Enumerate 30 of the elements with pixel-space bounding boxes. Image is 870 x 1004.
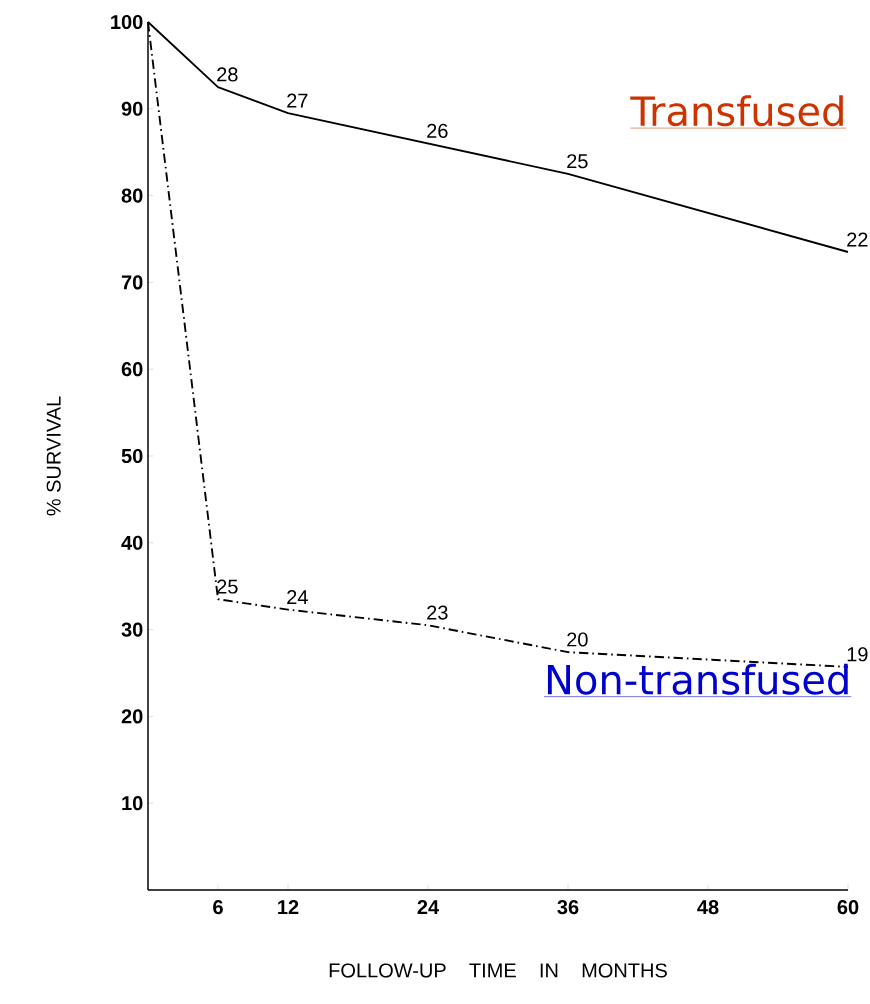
y-tick-label: 50 [121,448,143,464]
annotation: 24 [287,590,308,605]
x-tick-label: 60 [837,900,859,915]
y-tick-label: 70 [122,275,143,290]
annotation: 27 [287,93,308,108]
y-tick-label: 80 [121,188,143,203]
annotation: 23 [427,605,448,620]
x-axis-title: FOLLOW-UP TIME IN MONTHS [329,963,667,978]
annotation: 25 [217,579,238,594]
annotation: 28 [217,67,238,82]
y-tick-label: 90 [121,101,143,116]
y-tick-label: 10 [122,796,143,811]
y-tick-label: 100 [111,14,143,30]
series-label: Transfused [630,95,843,127]
y-tick-label: 30 [121,622,143,637]
x-tick-label: 48 [697,900,719,915]
y-axis-title: % SURVIVAL [46,396,61,516]
y-tick-label: 20 [121,709,143,724]
y-tick-label: 60 [121,362,143,377]
annotation: 22 [847,232,868,247]
annotation: 26 [427,123,448,138]
annotation: 20 [567,632,588,647]
annotation: 25 [567,154,588,169]
series-label: Non-transfused [548,663,848,695]
x-tick-label: 24 [417,900,440,915]
x-tick-label: 36 [557,900,579,915]
x-tick-label: 12 [278,900,299,915]
annotation: 19 [847,647,868,662]
x-tick-label: 6 [213,900,223,915]
y-tick-label: 40 [121,535,143,550]
